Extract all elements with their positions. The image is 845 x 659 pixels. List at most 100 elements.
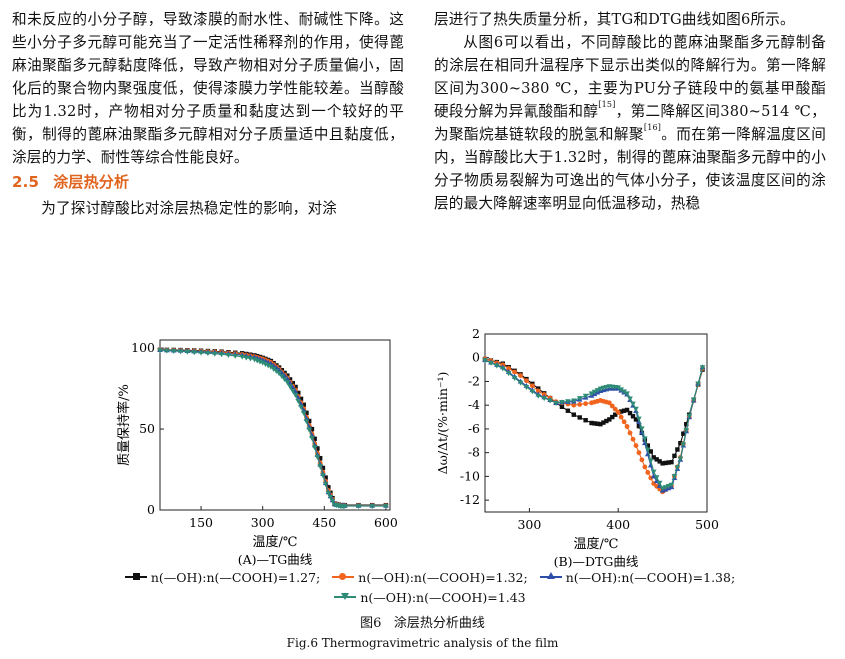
data-point bbox=[157, 348, 163, 354]
legend-marker-shape bbox=[132, 573, 140, 580]
data-point bbox=[512, 369, 517, 375]
x-tick-label: 150 bbox=[189, 515, 213, 530]
data-point bbox=[621, 408, 627, 413]
tg-plot-frame bbox=[159, 339, 391, 511]
y-tick-label: 100 bbox=[131, 340, 155, 355]
data-point bbox=[571, 402, 577, 408]
y-tick-label: 0 bbox=[147, 502, 155, 517]
dtg-ticks: 300 400 500 2 0 -2 -4 -6 -8 -10 -12 bbox=[460, 326, 719, 532]
data-point bbox=[639, 457, 645, 463]
series-line bbox=[159, 349, 386, 507]
legend-label: n(—OH):n(—COOH)=1.27; bbox=[150, 569, 321, 585]
data-point bbox=[292, 393, 299, 399]
legend-item: n(—OH):n(—COOH)=1.32; bbox=[332, 570, 528, 585]
data-point bbox=[287, 384, 293, 390]
data-point bbox=[177, 349, 184, 355]
data-point bbox=[615, 409, 621, 415]
data-point bbox=[323, 475, 328, 480]
data-point bbox=[595, 421, 600, 426]
data-point bbox=[571, 412, 576, 417]
legend-label: n(—OH):n(—COOH)=1.38; bbox=[565, 569, 736, 585]
data-point bbox=[211, 351, 218, 357]
data-point bbox=[680, 442, 687, 448]
x-tick-label: 500 bbox=[695, 517, 719, 532]
legend-item: n(—OH):n(—COOH)=1.43 bbox=[334, 590, 526, 605]
data-point bbox=[677, 456, 684, 462]
data-point bbox=[633, 417, 639, 422]
data-point bbox=[518, 373, 523, 378]
data-point bbox=[312, 436, 317, 441]
dtg-chart: Δω/Δt/(%·min⁻¹) 温度/℃ (B)—DTG曲线 300 400 500… bbox=[435, 326, 719, 569]
data-point bbox=[535, 393, 542, 399]
data-point bbox=[648, 449, 653, 454]
data-point bbox=[583, 418, 588, 423]
dtg-x-axis-label: 温度/℃ bbox=[574, 536, 619, 552]
data-point bbox=[300, 410, 307, 416]
data-point bbox=[607, 417, 612, 422]
figure-number: 图6 bbox=[360, 616, 382, 631]
data-point bbox=[699, 365, 706, 371]
data-point bbox=[541, 396, 547, 402]
data-point bbox=[317, 455, 323, 461]
data-point bbox=[610, 414, 615, 420]
data-point bbox=[296, 390, 301, 396]
data-point bbox=[311, 445, 318, 451]
legend-marker-shape bbox=[546, 572, 555, 579]
section-heading: 2.5 涂层热分析 bbox=[12, 171, 404, 194]
figure-caption-text: 涂层热分析曲线 bbox=[393, 616, 485, 631]
data-point bbox=[615, 385, 621, 391]
figure-legend: n(—OH):n(—COOH)=1.27; n(—OH):n(—COOH)=1.… bbox=[100, 567, 760, 607]
data-point bbox=[511, 375, 518, 381]
legend-row: n(—OH):n(—COOH)=1.43 bbox=[100, 587, 760, 607]
data-point bbox=[225, 353, 232, 359]
section-title: 涂层热分析 bbox=[53, 173, 130, 191]
data-point bbox=[609, 403, 615, 409]
data-point bbox=[290, 380, 295, 386]
data-point bbox=[690, 397, 697, 403]
data-point bbox=[612, 406, 618, 412]
data-point bbox=[268, 364, 274, 370]
data-point bbox=[674, 465, 681, 471]
data-point bbox=[281, 377, 288, 383]
text-run: ，第二降解区间380~514 ℃，为聚酯烷基链软段的脱氢和解聚 bbox=[434, 103, 826, 143]
data-point bbox=[270, 366, 277, 372]
data-point bbox=[681, 431, 686, 436]
data-point bbox=[621, 419, 627, 425]
data-point bbox=[307, 418, 312, 424]
data-point bbox=[322, 482, 329, 488]
data-point bbox=[265, 363, 271, 369]
data-point bbox=[601, 420, 606, 425]
x-tick-label: 600 bbox=[374, 515, 398, 530]
data-point bbox=[660, 461, 665, 466]
x-tick-label: 400 bbox=[606, 517, 630, 532]
data-point bbox=[325, 491, 332, 496]
data-point bbox=[505, 371, 512, 377]
data-point bbox=[624, 424, 630, 429]
data-point bbox=[604, 418, 609, 424]
dtg-subtitle: (B)—DTG曲线 bbox=[554, 554, 639, 569]
data-point bbox=[636, 450, 642, 456]
data-point bbox=[262, 362, 269, 368]
data-point bbox=[654, 457, 659, 462]
y-tick-label: -8 bbox=[468, 445, 480, 460]
text-run: 从图6可以看出，不同醇酸比的蓖麻油聚酯多元醇制备的涂层在相同升温程序下显示出类似… bbox=[434, 34, 826, 120]
legend-item: n(—OH):n(—COOH)=1.38; bbox=[539, 569, 736, 585]
data-point bbox=[309, 435, 315, 441]
data-point bbox=[285, 373, 290, 378]
legend-marker bbox=[334, 593, 357, 600]
dtg-plot-frame bbox=[484, 333, 708, 513]
tg-ticks: 150 300 450 600 0 50 100 bbox=[131, 340, 398, 530]
data-point bbox=[259, 360, 266, 366]
figure-caption-cn: 图6 涂层热分析曲线 bbox=[0, 612, 845, 631]
data-point bbox=[645, 470, 651, 475]
data-point bbox=[369, 504, 376, 510]
legend-marker bbox=[332, 573, 355, 580]
data-point bbox=[301, 402, 306, 407]
data-point bbox=[653, 475, 660, 481]
data-point bbox=[524, 378, 529, 384]
data-point bbox=[506, 366, 512, 371]
data-point bbox=[559, 400, 565, 406]
data-point bbox=[553, 400, 559, 406]
data-point bbox=[239, 354, 245, 360]
y-tick-label: 50 bbox=[139, 421, 155, 436]
